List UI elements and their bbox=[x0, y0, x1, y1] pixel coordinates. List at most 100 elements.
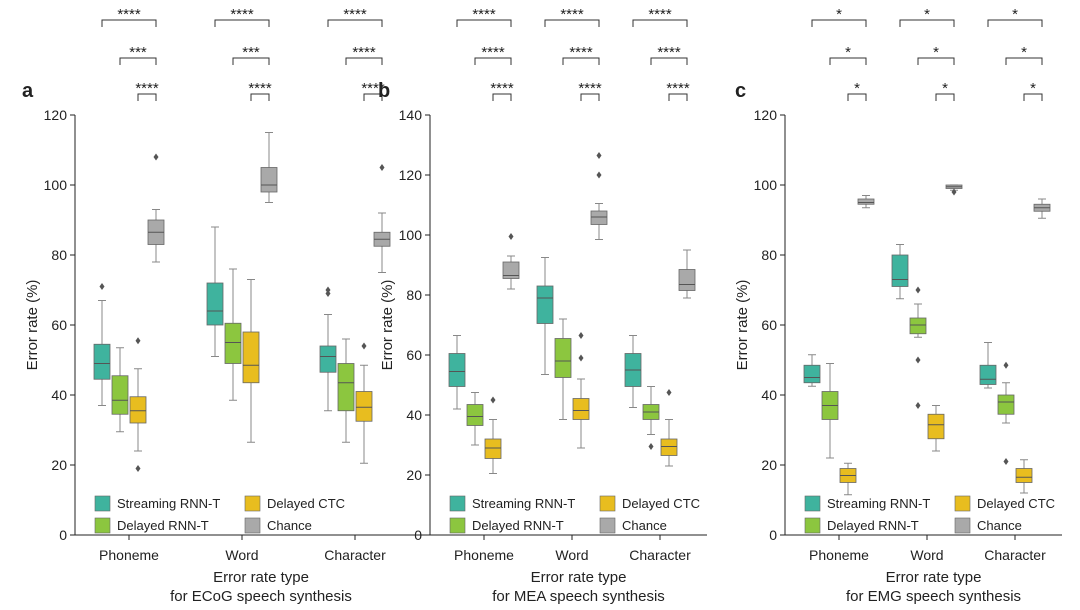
legend: Streaming RNN-T Delayed CTC Delayed RNN-T C… bbox=[804, 495, 1055, 534]
significance-bracket: * bbox=[987, 6, 1043, 27]
legend-item: Delayed CTC bbox=[954, 495, 1055, 512]
y-tick-label: 60 bbox=[51, 317, 67, 333]
box-iqr bbox=[927, 413, 945, 440]
legend-label: Chance bbox=[977, 518, 1022, 533]
significance-stars: **** bbox=[352, 44, 376, 61]
box-iqr bbox=[224, 322, 242, 364]
box-chance-phoneme bbox=[502, 233, 520, 290]
x-tick-label: Phoneme bbox=[809, 547, 869, 563]
box-iqr bbox=[979, 364, 997, 385]
x-tick-label: Character bbox=[984, 547, 1046, 563]
box-iqr bbox=[572, 398, 590, 420]
legend-label: Chance bbox=[267, 518, 312, 533]
bracket-line bbox=[250, 93, 270, 101]
significance-stars: **** bbox=[648, 6, 672, 23]
significance-stars: **** bbox=[248, 80, 272, 97]
box-chance-word bbox=[260, 132, 278, 203]
legend-item: Delayed CTC bbox=[599, 495, 700, 512]
outlier-point bbox=[1003, 361, 1009, 369]
y-tick-label: 80 bbox=[51, 247, 67, 263]
significance-stars: **** bbox=[472, 6, 496, 23]
chart-panel-a: a 0 20 40 60 80 100 120 Error rate (%) Phoneme ***… bbox=[22, 6, 427, 605]
bracket-line bbox=[811, 19, 867, 27]
box-streaming-rnn-t-word bbox=[206, 226, 224, 357]
significance-bracket: **** bbox=[101, 6, 157, 27]
box-iqr bbox=[242, 331, 260, 384]
box-delayed-ctc-word bbox=[242, 279, 260, 443]
x-axis-label: Error rate type bbox=[886, 569, 982, 586]
significance-stars: **** bbox=[343, 6, 367, 23]
legend-swatch bbox=[804, 495, 821, 512]
outlier-point bbox=[915, 286, 921, 294]
y-tick-label: 60 bbox=[406, 347, 422, 363]
bracket-line bbox=[987, 19, 1043, 27]
significance-stars: *** bbox=[129, 44, 147, 61]
significance-bracket: **** bbox=[474, 44, 512, 65]
box-streaming-rnn-t-phoneme bbox=[448, 335, 466, 410]
legend-label: Streaming RNN-T bbox=[117, 496, 220, 511]
panel-letter: b bbox=[378, 80, 390, 102]
bracket-line bbox=[580, 93, 600, 101]
legend-label: Delayed RNN-T bbox=[472, 518, 564, 533]
outlier-point bbox=[915, 356, 921, 364]
legend-label: Chance bbox=[622, 518, 667, 533]
box-iqr bbox=[678, 269, 696, 291]
outlier-point bbox=[578, 332, 584, 339]
significance-bracket: **** bbox=[456, 6, 512, 27]
legend-label: Delayed CTC bbox=[622, 496, 700, 511]
significance-bracket: **** bbox=[361, 80, 385, 101]
bracket-line bbox=[345, 57, 383, 65]
bracket-line bbox=[1005, 57, 1043, 65]
significance-bracket: * bbox=[899, 6, 955, 27]
box-streaming-rnn-t-character bbox=[979, 342, 997, 389]
significance-stars: **** bbox=[135, 80, 159, 97]
significance-stars: * bbox=[933, 44, 939, 61]
x-axis-label: Error rate type bbox=[531, 569, 627, 586]
bracket-line bbox=[456, 19, 512, 27]
x-tick-label: Word bbox=[225, 547, 258, 563]
significance-stars: **** bbox=[657, 44, 681, 61]
x-axis-label: for EMG speech synthesis bbox=[846, 588, 1021, 605]
significance-stars: **** bbox=[481, 44, 505, 61]
significance-stars: * bbox=[942, 80, 948, 97]
significance-bracket: **** bbox=[544, 6, 600, 27]
legend-label: Delayed RNN-T bbox=[827, 518, 919, 533]
bracket-line bbox=[363, 93, 383, 101]
legend-swatch bbox=[94, 517, 111, 534]
bracket-line bbox=[917, 57, 955, 65]
significance-bracket: **** bbox=[135, 80, 159, 101]
significance-bracket: **** bbox=[562, 44, 600, 65]
legend-item: Chance bbox=[244, 517, 312, 534]
y-tick-label: 0 bbox=[59, 527, 67, 543]
box-chance-phoneme bbox=[147, 153, 165, 263]
box-iqr bbox=[554, 338, 572, 378]
significance-bracket: * bbox=[811, 6, 867, 27]
legend: Streaming RNN-T Delayed CTC Delayed RNN-T C… bbox=[94, 495, 345, 534]
significance-bracket: **** bbox=[578, 80, 602, 101]
y-axis-label: Error rate (%) bbox=[734, 280, 751, 371]
y-tick-label: 120 bbox=[754, 107, 778, 123]
outlier-point bbox=[153, 153, 159, 161]
x-tick-label: Character bbox=[324, 547, 386, 563]
significance-bracket: *** bbox=[232, 44, 270, 65]
bracket-line bbox=[668, 93, 688, 101]
bracket-line bbox=[474, 57, 512, 65]
box-iqr bbox=[129, 396, 147, 424]
significance-stars: * bbox=[1012, 6, 1018, 23]
legend-swatch bbox=[449, 495, 466, 512]
outlier-point bbox=[951, 188, 957, 196]
box-delayed-ctc-character bbox=[1015, 459, 1033, 494]
y-tick-label: 80 bbox=[761, 247, 777, 263]
box-iqr bbox=[260, 167, 278, 193]
box-delayed-ctc-character bbox=[660, 389, 678, 467]
x-tick-label: Word bbox=[555, 547, 588, 563]
outlier-point bbox=[915, 402, 921, 409]
y-tick-label: 40 bbox=[51, 387, 67, 403]
significance-stars: * bbox=[924, 6, 930, 23]
bracket-line bbox=[101, 19, 157, 27]
bracket-line bbox=[632, 19, 688, 27]
bracket-line bbox=[492, 93, 512, 101]
legend-item: Delayed RNN-T bbox=[804, 517, 919, 534]
chart-panel-c: c 0 20 40 60 80 100 120 Error rate (%) Phoneme * * *… bbox=[734, 6, 1062, 605]
legend-item: Streaming RNN-T bbox=[804, 495, 930, 512]
